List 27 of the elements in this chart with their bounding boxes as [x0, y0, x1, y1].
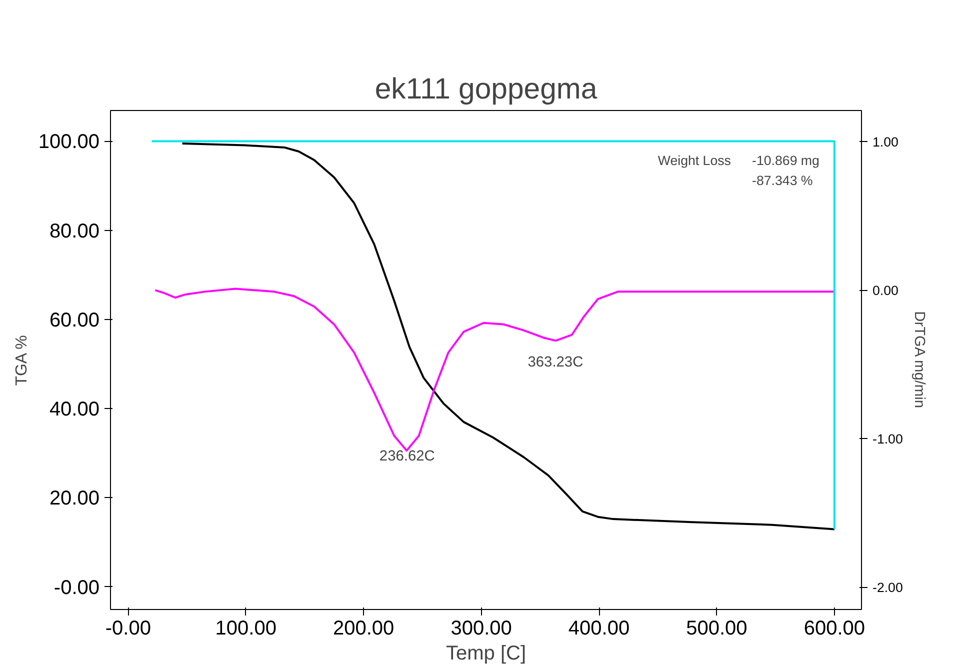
x-axis-title: Temp [C]	[446, 642, 526, 664]
y-tick-label: -0.00	[54, 576, 100, 599]
y2-tick-label: -1.00	[872, 432, 903, 447]
x-tick-label: 300.00	[450, 618, 512, 640]
y-tick-label: 80.00	[49, 220, 100, 242]
y2-axis-title: DrTGA mg/min	[910, 311, 927, 408]
x-tick-label: 400.00	[568, 618, 630, 640]
y-tick-label: 100.00	[38, 131, 100, 154]
x-tick-label: -0.00	[105, 618, 151, 640]
y2-tick-label: -2.00	[872, 580, 903, 596]
annotation: -87.343 %	[752, 173, 813, 188]
y2-tick-label: 0.00	[872, 283, 898, 298]
annotation: 236.62C	[379, 448, 436, 464]
y-tick-label: 20.00	[49, 488, 100, 510]
x-tick-label: 200.00	[332, 618, 394, 640]
annotation: Weight Loss	[658, 152, 732, 168]
y-tick-label: 40.00	[49, 398, 100, 421]
y-axis-title: TGA %	[13, 335, 30, 386]
annotation: 363.23C	[528, 354, 584, 371]
line-series	[154, 288, 836, 452]
y2-tick-label: 1.00	[872, 134, 898, 150]
annotation: -10.869 mg	[752, 152, 820, 168]
x-tick-label: 100.00	[215, 618, 276, 640]
x-tick-label: 600.00	[804, 618, 866, 640]
chart-title: ek111 goppegma	[374, 72, 598, 106]
y-tick-label: 60.00	[49, 309, 100, 332]
x-tick-label: 500.00	[686, 618, 748, 640]
